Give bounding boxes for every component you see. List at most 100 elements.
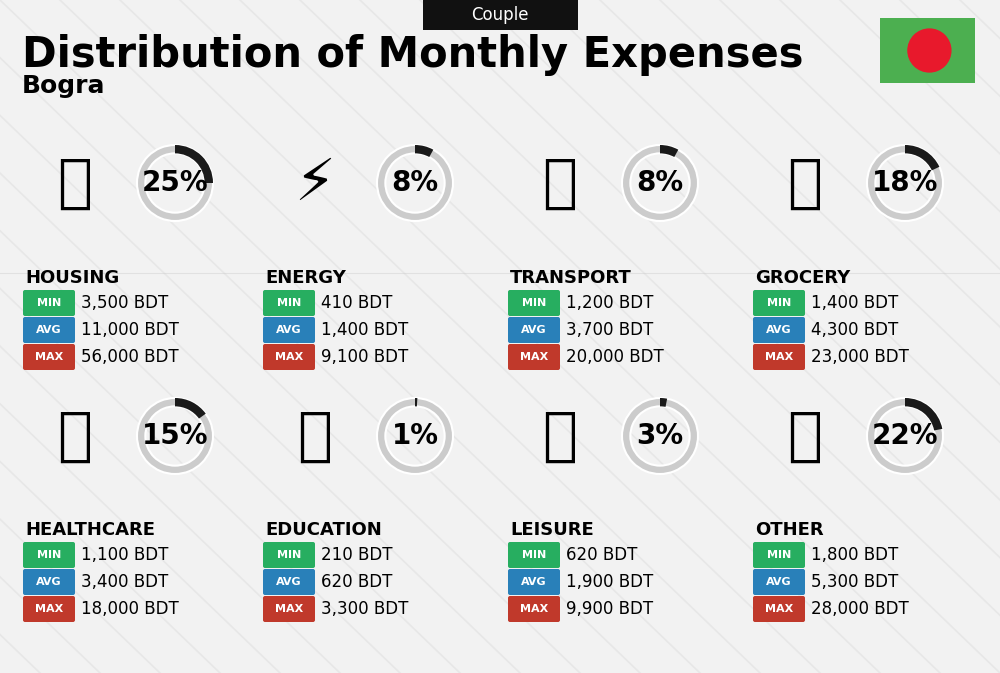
Text: MIN: MIN bbox=[37, 550, 61, 560]
Text: 🎓: 🎓 bbox=[298, 407, 332, 464]
Text: MAX: MAX bbox=[520, 352, 548, 362]
Text: Bogra: Bogra bbox=[22, 74, 106, 98]
FancyBboxPatch shape bbox=[23, 542, 75, 568]
FancyBboxPatch shape bbox=[753, 542, 805, 568]
FancyBboxPatch shape bbox=[23, 569, 75, 595]
Text: 💰: 💰 bbox=[788, 407, 822, 464]
FancyBboxPatch shape bbox=[753, 317, 805, 343]
Text: HEALTHCARE: HEALTHCARE bbox=[25, 521, 155, 539]
FancyBboxPatch shape bbox=[23, 290, 75, 316]
Text: MAX: MAX bbox=[275, 604, 303, 614]
Wedge shape bbox=[867, 398, 943, 474]
Text: MAX: MAX bbox=[765, 604, 793, 614]
FancyBboxPatch shape bbox=[263, 542, 315, 568]
Wedge shape bbox=[905, 145, 939, 170]
Text: 3,400 BDT: 3,400 BDT bbox=[81, 573, 168, 591]
Text: 20,000 BDT: 20,000 BDT bbox=[566, 348, 664, 366]
FancyBboxPatch shape bbox=[753, 344, 805, 370]
Text: AVG: AVG bbox=[36, 325, 62, 335]
FancyBboxPatch shape bbox=[23, 596, 75, 622]
Text: 28,000 BDT: 28,000 BDT bbox=[811, 600, 909, 618]
FancyBboxPatch shape bbox=[508, 596, 560, 622]
Text: TRANSPORT: TRANSPORT bbox=[510, 269, 632, 287]
Wedge shape bbox=[622, 398, 698, 474]
Text: 410 BDT: 410 BDT bbox=[321, 294, 392, 312]
Text: Distribution of Monthly Expenses: Distribution of Monthly Expenses bbox=[22, 34, 804, 76]
Text: HOUSING: HOUSING bbox=[25, 269, 119, 287]
Circle shape bbox=[908, 29, 951, 72]
Text: GROCERY: GROCERY bbox=[755, 269, 850, 287]
Text: 🛒: 🛒 bbox=[788, 155, 822, 211]
Wedge shape bbox=[377, 145, 453, 221]
Text: 18,000 BDT: 18,000 BDT bbox=[81, 600, 179, 618]
Text: 8%: 8% bbox=[636, 169, 684, 197]
Text: MAX: MAX bbox=[765, 352, 793, 362]
Text: MIN: MIN bbox=[767, 550, 791, 560]
Text: LEISURE: LEISURE bbox=[510, 521, 594, 539]
Text: 11,000 BDT: 11,000 BDT bbox=[81, 321, 179, 339]
Text: 23,000 BDT: 23,000 BDT bbox=[811, 348, 909, 366]
FancyBboxPatch shape bbox=[263, 569, 315, 595]
FancyBboxPatch shape bbox=[23, 344, 75, 370]
Text: AVG: AVG bbox=[276, 325, 302, 335]
FancyBboxPatch shape bbox=[508, 317, 560, 343]
Text: MAX: MAX bbox=[520, 604, 548, 614]
Text: 9,100 BDT: 9,100 BDT bbox=[321, 348, 408, 366]
Text: AVG: AVG bbox=[276, 577, 302, 587]
Text: Couple: Couple bbox=[471, 6, 529, 24]
Text: MAX: MAX bbox=[275, 352, 303, 362]
Text: 4,300 BDT: 4,300 BDT bbox=[811, 321, 898, 339]
Text: AVG: AVG bbox=[766, 577, 792, 587]
Text: EDUCATION: EDUCATION bbox=[265, 521, 382, 539]
Text: 56,000 BDT: 56,000 BDT bbox=[81, 348, 179, 366]
Wedge shape bbox=[905, 398, 942, 431]
FancyBboxPatch shape bbox=[422, 0, 578, 30]
Text: MIN: MIN bbox=[767, 298, 791, 308]
Text: 210 BDT: 210 BDT bbox=[321, 546, 392, 564]
FancyBboxPatch shape bbox=[263, 596, 315, 622]
Text: MIN: MIN bbox=[277, 298, 301, 308]
Text: 1,100 BDT: 1,100 BDT bbox=[81, 546, 168, 564]
Text: AVG: AVG bbox=[766, 325, 792, 335]
Text: 1%: 1% bbox=[392, 422, 438, 450]
Text: ENERGY: ENERGY bbox=[265, 269, 346, 287]
Text: 🚌: 🚌 bbox=[542, 155, 578, 211]
Text: 18%: 18% bbox=[872, 169, 938, 197]
Wedge shape bbox=[660, 145, 678, 157]
Text: MIN: MIN bbox=[37, 298, 61, 308]
FancyBboxPatch shape bbox=[263, 344, 315, 370]
Text: 🏥: 🏥 bbox=[58, 407, 92, 464]
Text: AVG: AVG bbox=[521, 325, 547, 335]
Text: 1,900 BDT: 1,900 BDT bbox=[566, 573, 653, 591]
Text: 3,300 BDT: 3,300 BDT bbox=[321, 600, 408, 618]
Wedge shape bbox=[622, 145, 698, 221]
Text: 25%: 25% bbox=[142, 169, 208, 197]
Text: 1,400 BDT: 1,400 BDT bbox=[321, 321, 408, 339]
Text: 🛍: 🛍 bbox=[542, 407, 578, 464]
FancyBboxPatch shape bbox=[508, 344, 560, 370]
FancyBboxPatch shape bbox=[753, 569, 805, 595]
Text: 1,800 BDT: 1,800 BDT bbox=[811, 546, 898, 564]
FancyBboxPatch shape bbox=[263, 290, 315, 316]
FancyBboxPatch shape bbox=[753, 290, 805, 316]
FancyBboxPatch shape bbox=[23, 317, 75, 343]
Text: 🏢: 🏢 bbox=[58, 155, 92, 211]
Wedge shape bbox=[415, 398, 417, 406]
Wedge shape bbox=[137, 145, 213, 221]
Text: ⚡: ⚡ bbox=[294, 155, 336, 211]
Text: 1,200 BDT: 1,200 BDT bbox=[566, 294, 653, 312]
Text: 3,700 BDT: 3,700 BDT bbox=[566, 321, 653, 339]
Text: 620 BDT: 620 BDT bbox=[566, 546, 637, 564]
Text: MAX: MAX bbox=[35, 352, 63, 362]
FancyBboxPatch shape bbox=[508, 290, 560, 316]
Text: 9,900 BDT: 9,900 BDT bbox=[566, 600, 653, 618]
Text: MIN: MIN bbox=[522, 298, 546, 308]
FancyBboxPatch shape bbox=[508, 542, 560, 568]
Text: 15%: 15% bbox=[142, 422, 208, 450]
FancyBboxPatch shape bbox=[880, 18, 975, 83]
Wedge shape bbox=[377, 398, 453, 474]
Text: 3,500 BDT: 3,500 BDT bbox=[81, 294, 168, 312]
FancyBboxPatch shape bbox=[263, 317, 315, 343]
Text: AVG: AVG bbox=[521, 577, 547, 587]
Text: AVG: AVG bbox=[36, 577, 62, 587]
